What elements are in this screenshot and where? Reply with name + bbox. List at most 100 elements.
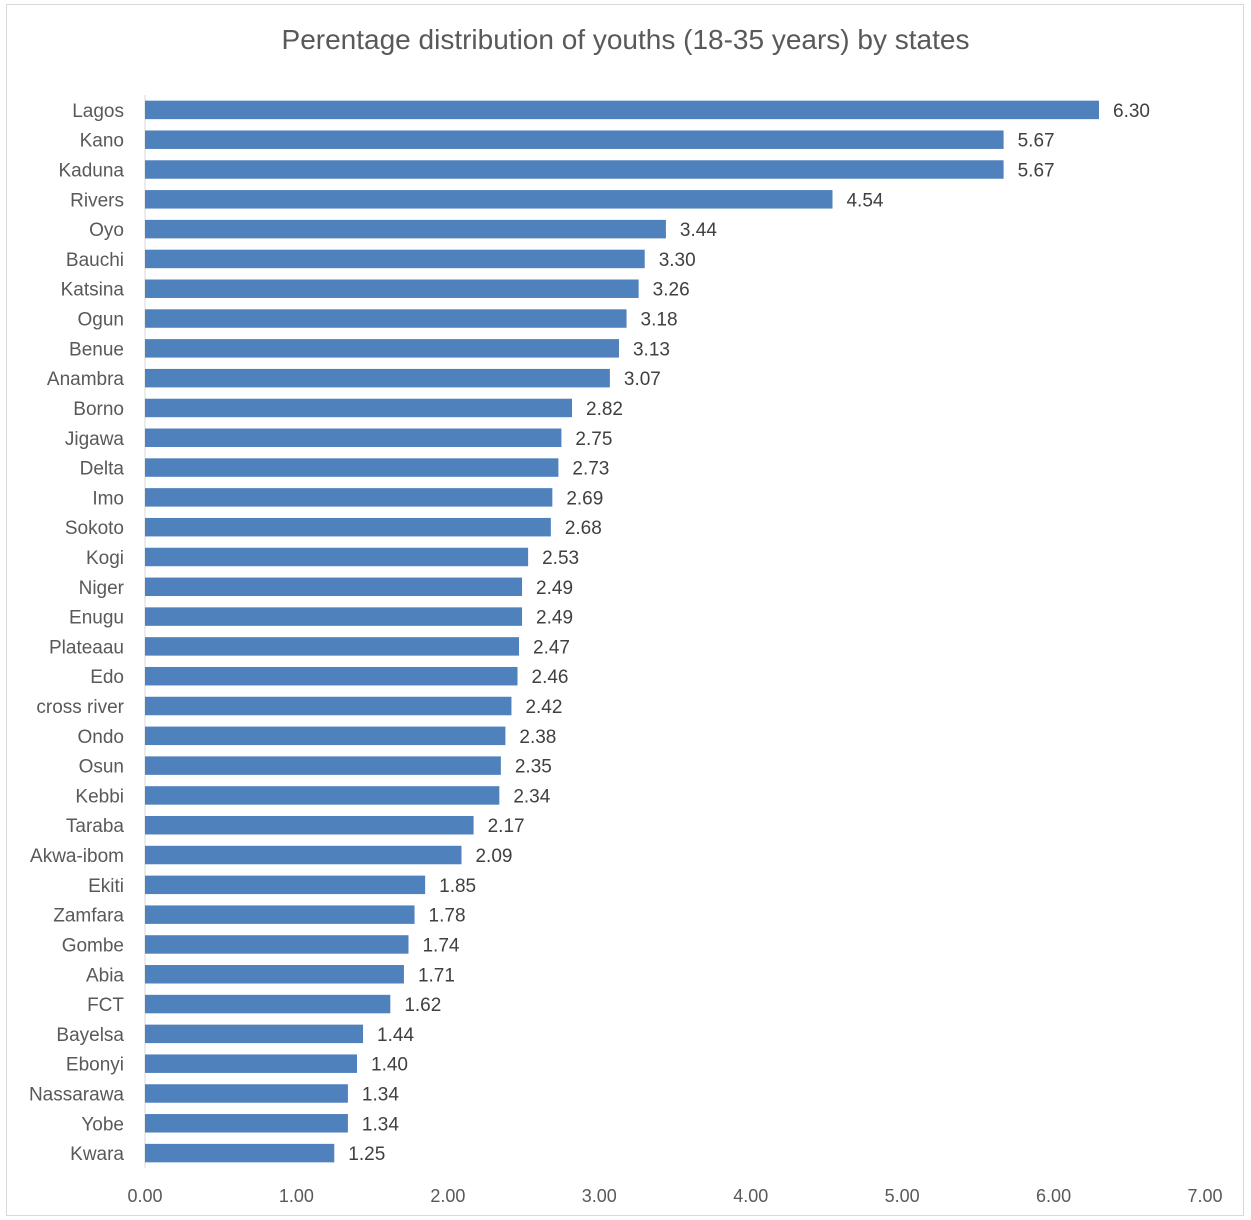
x-tick-label: 2.00 bbox=[430, 1186, 465, 1206]
data-label: 2.38 bbox=[519, 727, 556, 748]
bar bbox=[145, 309, 627, 328]
data-label: 3.13 bbox=[633, 339, 670, 360]
category-label: Oyo bbox=[89, 220, 124, 241]
category-label: Ebonyi bbox=[66, 1055, 124, 1076]
category-label: Benue bbox=[69, 339, 124, 360]
data-label: 2.47 bbox=[533, 637, 570, 658]
bar bbox=[145, 994, 391, 1014]
category-label: Zamfara bbox=[53, 906, 124, 927]
data-label: 1.25 bbox=[348, 1144, 385, 1165]
bar bbox=[145, 1054, 357, 1073]
bar bbox=[145, 1114, 348, 1133]
category-label: Edo bbox=[90, 667, 124, 688]
data-label: 1.74 bbox=[422, 935, 459, 956]
bar bbox=[145, 905, 415, 924]
data-label: 3.26 bbox=[653, 280, 690, 301]
data-label: 2.42 bbox=[525, 697, 562, 718]
data-label: 1.71 bbox=[418, 965, 455, 986]
category-label: Kano bbox=[80, 131, 124, 152]
data-label: 1.85 bbox=[439, 876, 476, 897]
bar bbox=[145, 1084, 348, 1103]
bar bbox=[145, 428, 562, 448]
data-label: 2.46 bbox=[532, 667, 569, 688]
bar bbox=[145, 219, 666, 239]
bar bbox=[145, 100, 1099, 120]
data-label: 2.68 bbox=[565, 518, 602, 539]
bar bbox=[145, 637, 520, 656]
data-label: 1.78 bbox=[429, 906, 466, 927]
category-label: FCT bbox=[87, 995, 124, 1016]
bar bbox=[145, 517, 551, 537]
bar bbox=[145, 607, 523, 626]
category-label: Borno bbox=[73, 399, 124, 420]
category-label: Kaduna bbox=[58, 161, 124, 182]
category-label: Plateaau bbox=[49, 637, 124, 658]
category-label: Osun bbox=[79, 757, 124, 778]
category-label: Anambra bbox=[47, 369, 125, 390]
bar bbox=[145, 368, 610, 388]
bar bbox=[145, 458, 559, 477]
bar bbox=[145, 339, 619, 358]
bar bbox=[145, 577, 523, 597]
bar bbox=[145, 845, 462, 865]
bar bbox=[145, 696, 512, 716]
bar bbox=[145, 1024, 364, 1044]
data-label: 3.44 bbox=[680, 220, 717, 241]
bar bbox=[145, 190, 833, 209]
category-label: Lagos bbox=[72, 101, 124, 122]
category-label: Sokoto bbox=[65, 518, 124, 539]
data-label: 5.67 bbox=[1018, 161, 1055, 182]
bar bbox=[145, 965, 404, 984]
data-label: 1.34 bbox=[362, 1084, 399, 1105]
category-label: Ekiti bbox=[88, 876, 124, 897]
category-label: Gombe bbox=[62, 935, 124, 956]
bar bbox=[145, 279, 639, 298]
category-label: Niger bbox=[79, 578, 125, 599]
data-label: 1.44 bbox=[377, 1025, 414, 1046]
category-label: Rivers bbox=[70, 190, 124, 211]
category-label: Nassarawa bbox=[29, 1084, 124, 1105]
x-tick-label: 5.00 bbox=[885, 1186, 920, 1206]
bar bbox=[145, 249, 645, 269]
bar bbox=[145, 666, 518, 686]
data-label: 1.34 bbox=[362, 1114, 399, 1135]
x-tick-label: 1.00 bbox=[279, 1186, 314, 1206]
category-label: Delta bbox=[80, 459, 125, 480]
x-tick-label: 6.00 bbox=[1036, 1186, 1071, 1206]
data-label: 2.35 bbox=[515, 757, 552, 778]
bar bbox=[145, 130, 1004, 149]
data-label: 5.67 bbox=[1018, 131, 1055, 152]
data-label: 2.75 bbox=[575, 429, 612, 450]
data-label: 2.82 bbox=[586, 399, 623, 420]
category-label: Jigawa bbox=[65, 429, 125, 450]
bar bbox=[145, 786, 500, 805]
bar bbox=[145, 488, 553, 507]
category-label: Bayelsa bbox=[56, 1025, 124, 1046]
data-label: 2.53 bbox=[542, 548, 579, 569]
bar bbox=[145, 160, 1004, 179]
category-label: Ondo bbox=[78, 727, 124, 748]
data-label: 3.18 bbox=[641, 310, 678, 331]
x-tick-label: 7.00 bbox=[1187, 1186, 1222, 1206]
category-label: Taraba bbox=[66, 816, 125, 837]
category-label: cross river bbox=[36, 697, 124, 718]
category-label: Kogi bbox=[86, 548, 124, 569]
data-label: 3.30 bbox=[659, 250, 696, 271]
bar bbox=[145, 875, 426, 895]
category-label: Abia bbox=[86, 965, 124, 986]
data-label: 6.30 bbox=[1113, 101, 1150, 122]
data-label: 2.49 bbox=[536, 578, 573, 599]
category-label: Katsina bbox=[61, 280, 125, 301]
data-label: 1.62 bbox=[404, 995, 441, 1016]
data-label: 4.54 bbox=[846, 190, 883, 211]
chart-title: Perentage distribution of youths (18-35 … bbox=[281, 24, 970, 55]
category-label: Bauchi bbox=[66, 250, 124, 271]
bar bbox=[145, 815, 474, 835]
x-tick-label: 0.00 bbox=[127, 1186, 162, 1206]
data-label: 2.34 bbox=[513, 786, 550, 807]
data-label: 2.69 bbox=[566, 488, 603, 509]
category-label: Kebbi bbox=[75, 786, 124, 807]
category-label: Enugu bbox=[69, 608, 124, 629]
bar bbox=[145, 398, 573, 418]
